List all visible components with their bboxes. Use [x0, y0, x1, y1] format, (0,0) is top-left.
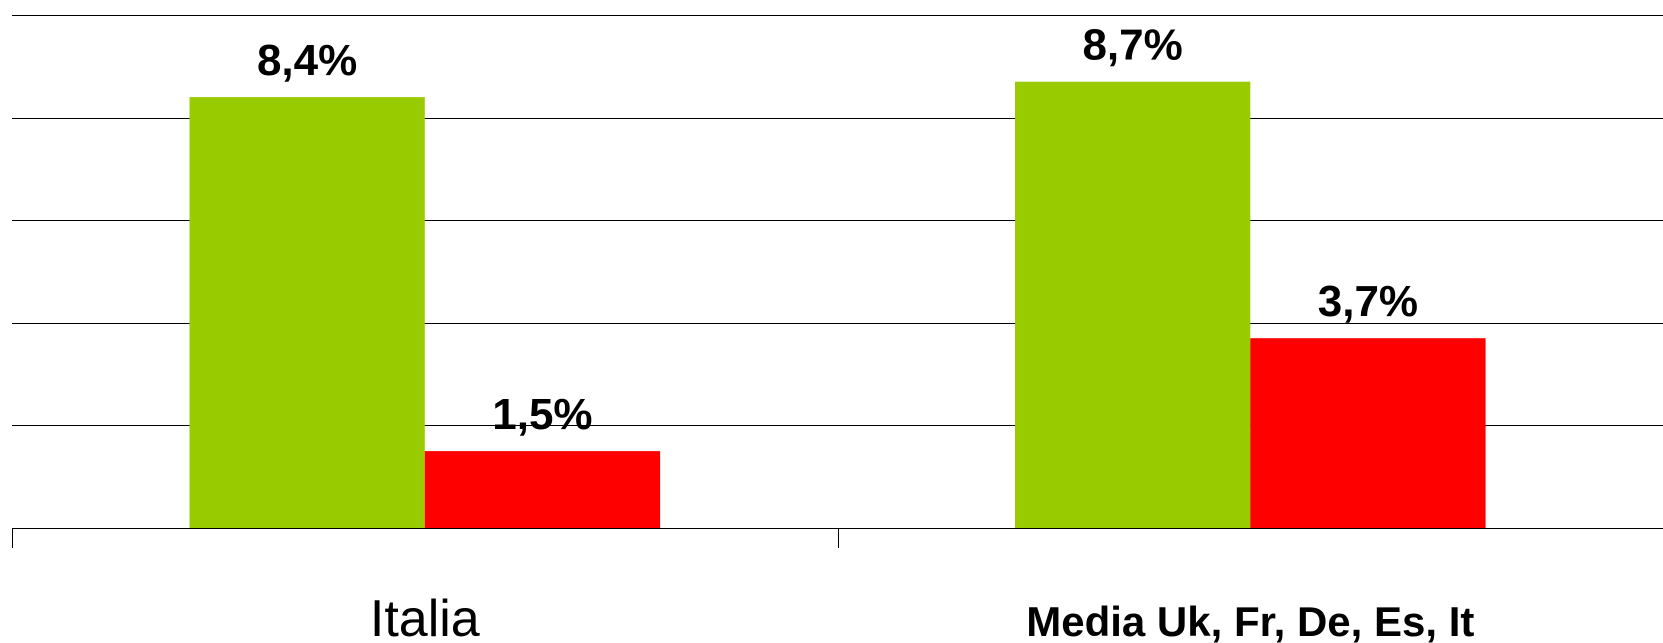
data-label: 8,7% [1082, 21, 1182, 70]
bar [189, 97, 425, 528]
data-label: 8,4% [257, 36, 357, 85]
category-labels: Italia Media Uk, Fr, De, Es, It [370, 590, 1475, 643]
data-labels: 8,4% 1,5% 8,7% 3,7% [257, 21, 1418, 439]
data-label: 3,7% [1318, 277, 1418, 326]
data-label: 1,5% [492, 390, 592, 439]
bar [1015, 81, 1251, 528]
category-label: Italia [370, 590, 480, 643]
x-axis [12, 528, 1663, 548]
bar [1250, 338, 1486, 528]
bars [189, 81, 1486, 528]
category-label: Media Uk, Fr, De, Es, It [1026, 598, 1474, 643]
bar [424, 451, 661, 528]
